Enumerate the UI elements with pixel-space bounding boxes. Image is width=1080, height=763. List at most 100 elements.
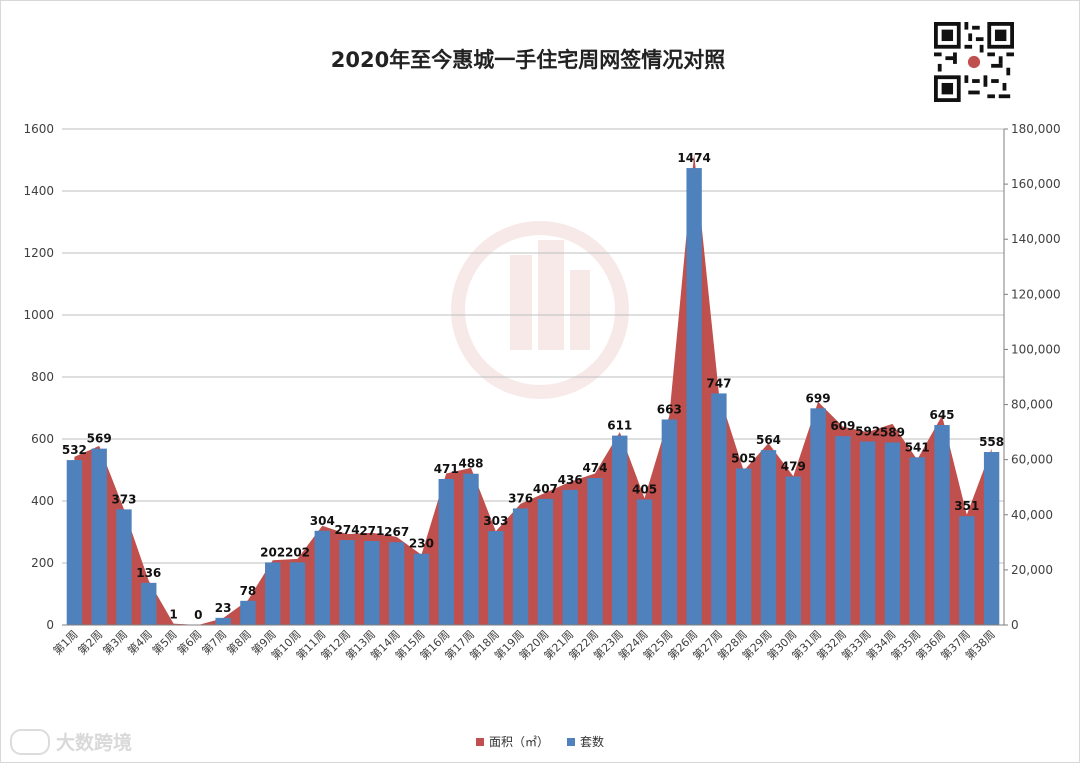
bar [562, 489, 578, 625]
data-label: 645 [929, 408, 954, 422]
qr-code-icon [934, 22, 1014, 102]
bar [215, 617, 231, 625]
x-tick-label: 第6周 [174, 627, 204, 657]
y-right-tick-label: 20,000 [1011, 563, 1053, 577]
legend-label-count: 套数 [580, 735, 605, 749]
bar [289, 562, 306, 625]
data-label: 541 [905, 440, 930, 454]
data-label: 271 [359, 524, 384, 538]
bar [141, 582, 157, 625]
bar [240, 600, 256, 625]
data-label: 436 [558, 473, 583, 487]
chart-legend: 面积（㎡） 套数 [0, 733, 1080, 750]
data-label: 699 [806, 391, 831, 405]
data-label: 0 [194, 608, 202, 622]
bar [66, 460, 83, 625]
y-left-tick-label: 600 [31, 432, 54, 446]
data-label: 488 [458, 457, 483, 471]
x-tick-label: 第3周 [100, 627, 130, 657]
bar [785, 476, 801, 625]
y-left-tick-label: 1000 [23, 308, 54, 322]
y-left-tick-label: 1600 [23, 122, 54, 136]
y-right-tick-label: 40,000 [1011, 508, 1053, 522]
data-label: 611 [607, 419, 632, 433]
data-label: 663 [657, 402, 682, 416]
data-label: 136 [136, 566, 161, 580]
x-tick-label: 第2周 [75, 627, 105, 657]
data-label: 373 [111, 492, 136, 506]
bar [91, 448, 107, 625]
data-label: 23 [215, 601, 232, 615]
y-left-tick-label: 1400 [23, 184, 54, 198]
data-label: 202 [260, 545, 285, 559]
y-right-tick-label: 160,000 [1011, 177, 1061, 191]
data-label: 407 [533, 482, 558, 496]
legend-item-count[interactable]: 套数 [567, 733, 604, 750]
bar [859, 441, 876, 625]
bar [884, 442, 901, 625]
data-label: 230 [409, 537, 434, 551]
data-label: 267 [384, 525, 409, 539]
y-right-tick-label: 140,000 [1011, 232, 1061, 246]
x-tick-label: 第5周 [149, 627, 179, 657]
data-label: 274 [335, 523, 360, 537]
data-label: 569 [87, 432, 112, 446]
y-left-tick-label: 400 [31, 494, 54, 508]
data-label: 564 [756, 433, 781, 447]
x-tick-label: 第8周 [224, 627, 254, 657]
y-left-tick-label: 200 [31, 556, 54, 570]
bar [512, 508, 529, 625]
chart-title: 2020年至今惠城一手住宅周网签情况对照 [330, 48, 726, 72]
bar [711, 393, 727, 625]
bar [388, 542, 405, 625]
legend-label-area: 面积（㎡） [488, 735, 549, 749]
bar [810, 408, 826, 625]
bar [612, 435, 628, 625]
bar [983, 452, 1000, 625]
bar [934, 425, 950, 625]
data-label: 505 [731, 451, 756, 465]
data-label: 747 [706, 376, 731, 390]
x-tick-label: 第1周 [50, 627, 80, 657]
bar [116, 509, 132, 625]
data-label: 304 [310, 514, 335, 528]
data-label: 405 [632, 482, 657, 496]
y-right-tick-label: 120,000 [1011, 287, 1061, 301]
bar [364, 540, 380, 625]
bar [959, 516, 975, 625]
data-label: 558 [979, 435, 1004, 449]
bar [686, 168, 702, 625]
y-right-tick-label: 100,000 [1011, 342, 1061, 356]
x-tick-label: 第4周 [124, 627, 154, 657]
x-tick-label: 第7周 [199, 627, 229, 657]
data-label: 202 [285, 545, 310, 559]
bar [661, 419, 678, 625]
brand-text: 大数跨境 [56, 732, 133, 754]
bar [413, 553, 430, 625]
y-right-tick-label: 0 [1011, 618, 1019, 632]
legend-item-area[interactable]: 面积（㎡） [475, 733, 549, 750]
bar [463, 473, 479, 625]
data-label: 351 [954, 499, 979, 513]
legend-swatch-count [567, 737, 575, 746]
bar [438, 478, 454, 625]
legend-swatch-area [475, 737, 484, 746]
data-label: 471 [434, 462, 459, 476]
bar [736, 468, 752, 625]
data-label: 589 [880, 425, 905, 439]
data-label: 479 [781, 460, 806, 474]
watermark-brand: 大数跨境 [10, 728, 132, 755]
bar [314, 530, 330, 625]
data-label: 376 [508, 491, 533, 505]
data-label: 1474 [677, 151, 710, 165]
data-label: 78 [240, 584, 257, 598]
data-label: 303 [483, 514, 508, 528]
data-label: 609 [830, 419, 855, 433]
bar [265, 562, 281, 625]
bar [587, 478, 603, 625]
brand-logo-icon [10, 728, 50, 755]
y-right-tick-label: 60,000 [1011, 453, 1053, 467]
bar [636, 499, 653, 625]
bar [339, 540, 355, 625]
